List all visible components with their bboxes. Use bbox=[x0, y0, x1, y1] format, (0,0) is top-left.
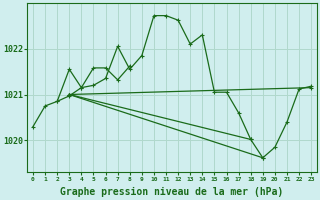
X-axis label: Graphe pression niveau de la mer (hPa): Graphe pression niveau de la mer (hPa) bbox=[60, 187, 284, 197]
